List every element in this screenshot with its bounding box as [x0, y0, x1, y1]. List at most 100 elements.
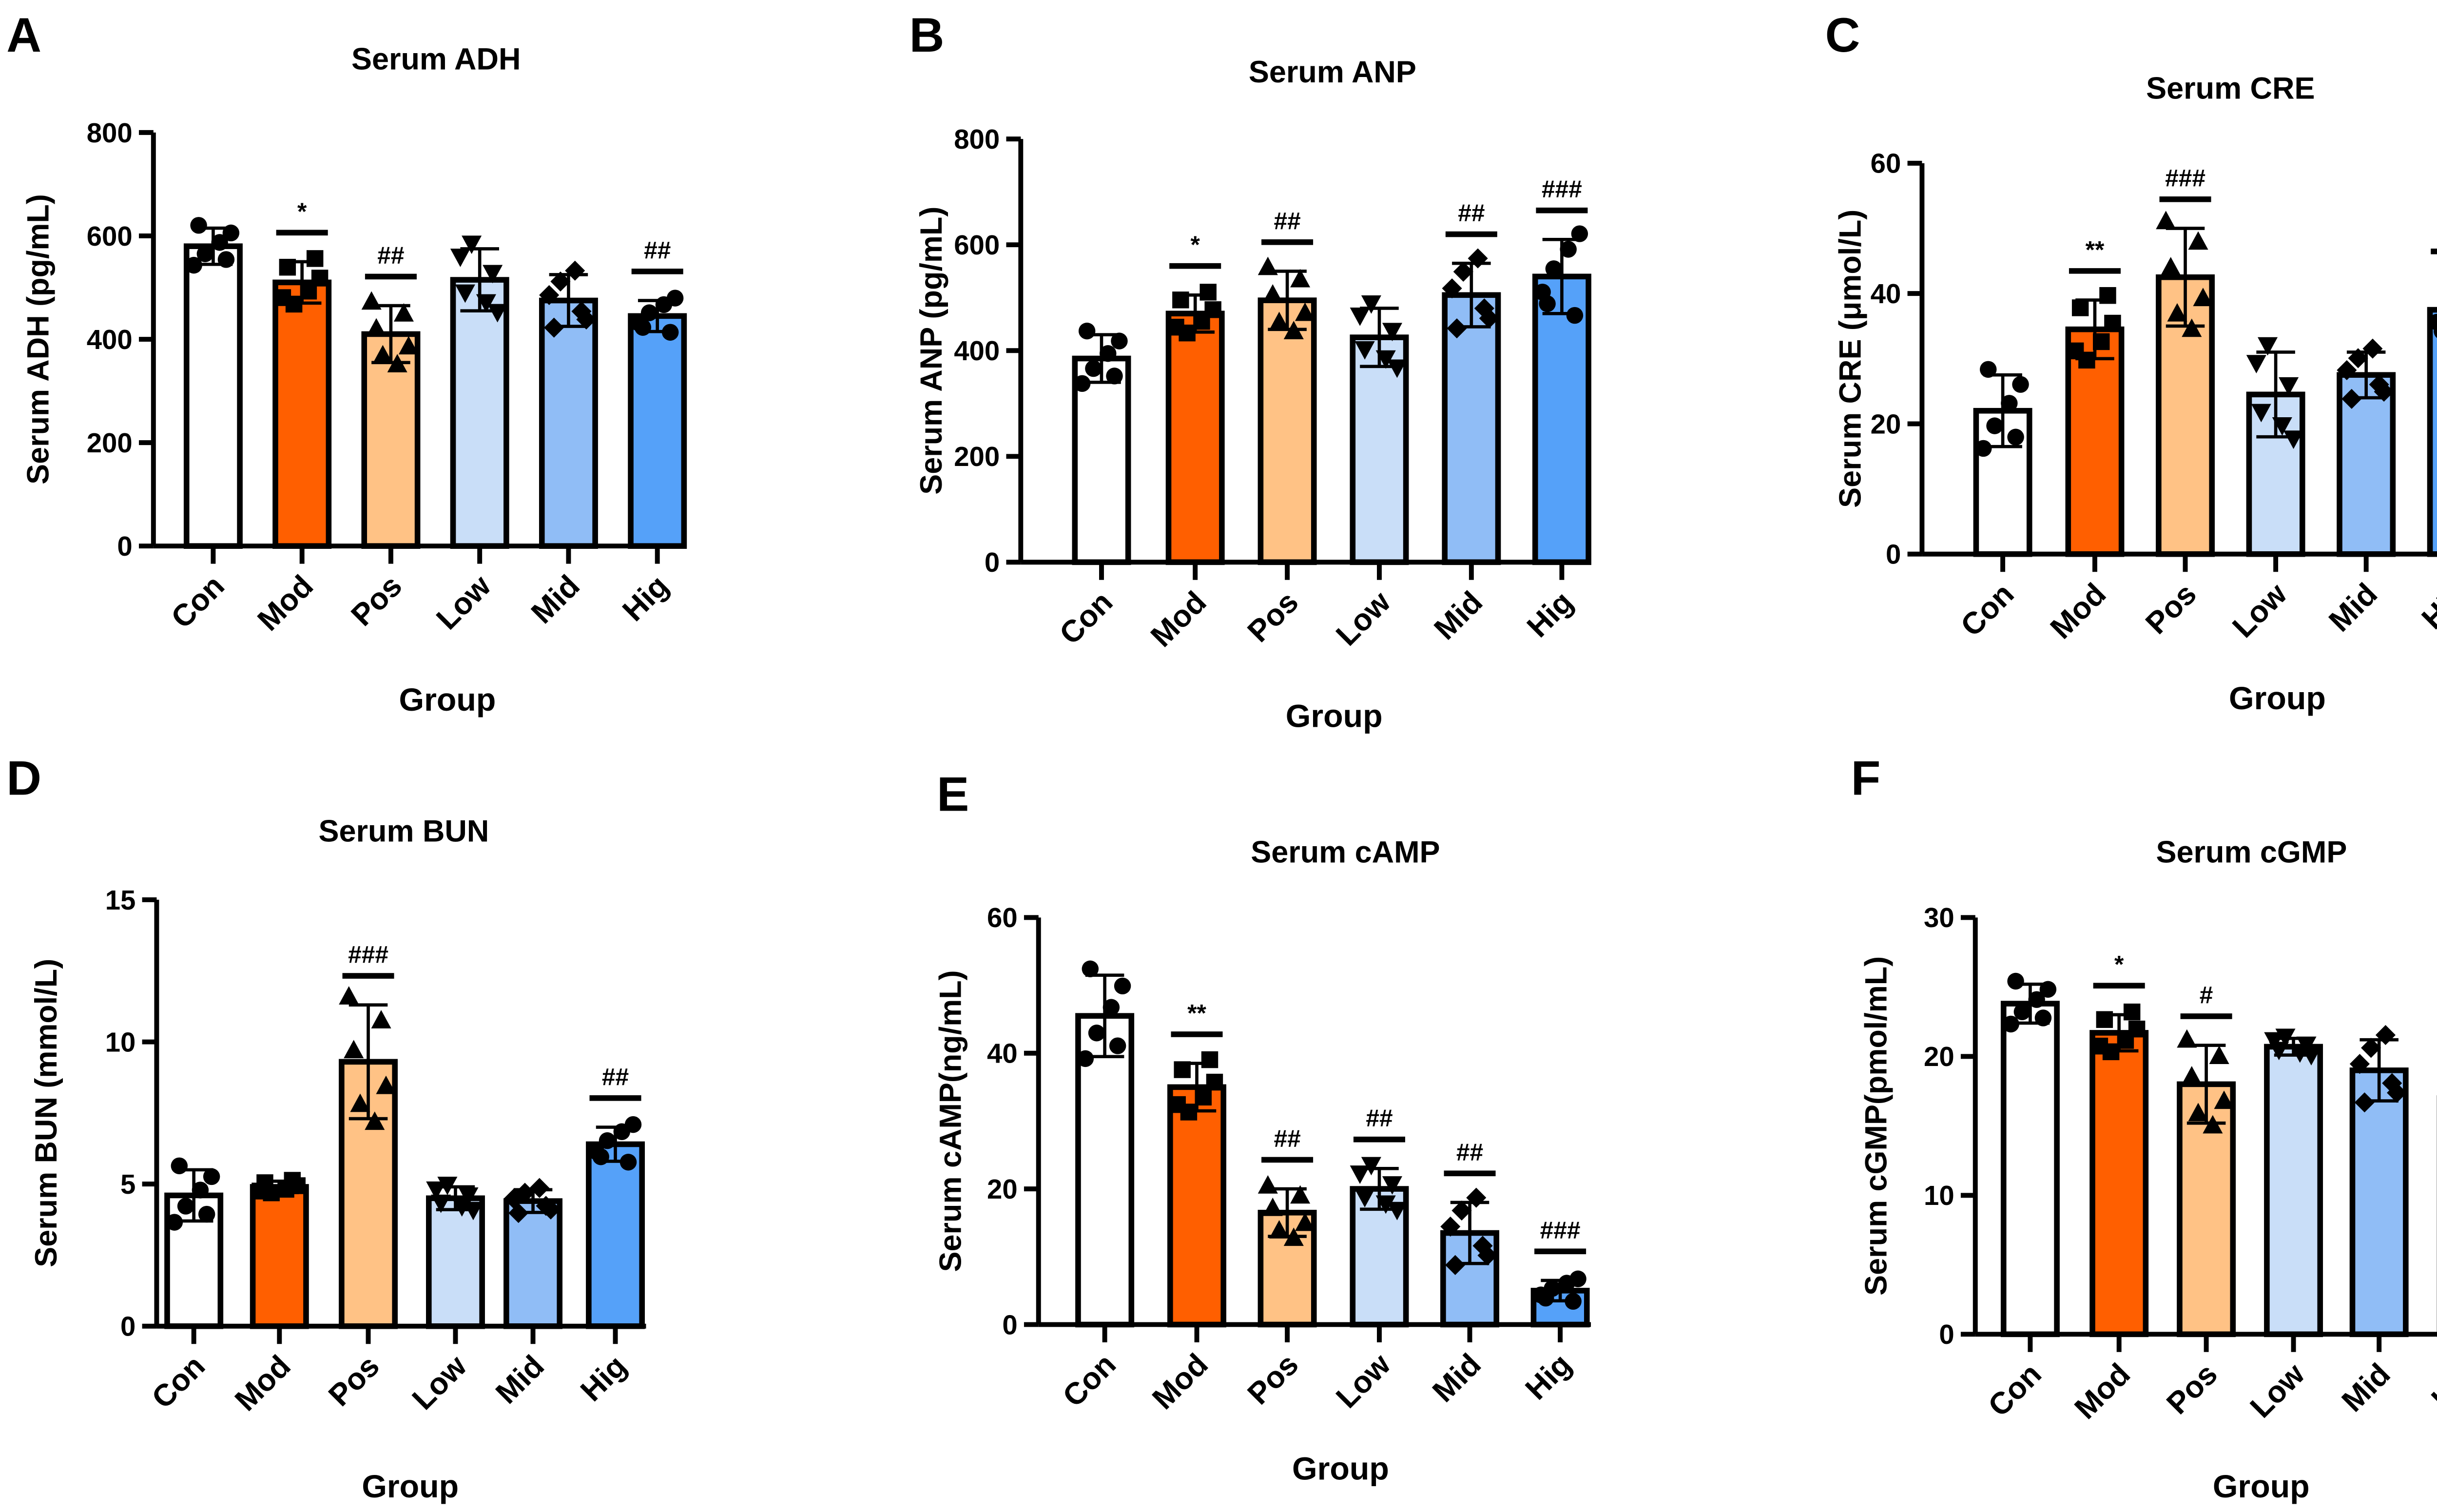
- data-point: [2071, 299, 2089, 316]
- bar-hig: [2427, 307, 2437, 557]
- data-point: [1975, 440, 1992, 457]
- data-point: [458, 1187, 479, 1206]
- data-point: [2177, 1029, 2197, 1048]
- data-point: [634, 319, 652, 336]
- y-tick-label: 400: [954, 335, 1000, 366]
- bar-mid: [2349, 1067, 2409, 1338]
- data-point: [1545, 260, 1563, 277]
- data-point: [2156, 211, 2176, 230]
- bar-low: [2264, 1044, 2323, 1338]
- data-point: [2193, 288, 2213, 307]
- data-point: [1387, 359, 1407, 378]
- y-axis-label: Serum ADH (pg/mL): [21, 194, 55, 485]
- significance-label: ###: [1542, 175, 1582, 203]
- x-tick-label: Con: [1056, 1347, 1122, 1414]
- data-point: [2167, 303, 2187, 322]
- x-axis-label: Group: [1292, 1451, 1389, 1487]
- significance-label: #: [2200, 981, 2213, 1008]
- data-point: [339, 986, 359, 1005]
- data-point: [306, 250, 324, 267]
- x-tick-label: Low: [1330, 1347, 1397, 1415]
- data-point: [487, 304, 508, 323]
- panel-letter: B: [909, 8, 945, 62]
- data-point: [1354, 1189, 1375, 1208]
- data-point: [2387, 1083, 2407, 1103]
- data-point: [1269, 1220, 1290, 1239]
- data-point: [398, 336, 419, 355]
- data-point: [171, 1157, 188, 1175]
- data-point: [640, 304, 658, 321]
- data-point: [2382, 1073, 2402, 1093]
- data-point: [1361, 295, 1381, 314]
- y-axis-label: Serum cGMP(pmol/mL): [1859, 956, 1893, 1296]
- data-point: [2434, 325, 2437, 338]
- data-point: [1109, 1037, 1126, 1054]
- y-axis-label: Serum cAMP(ng/mL): [934, 970, 968, 1272]
- x-tick-label: Mid: [489, 1349, 551, 1410]
- data-point: [503, 1188, 524, 1209]
- data-point: [190, 217, 207, 234]
- x-tick-label: Low: [430, 568, 498, 636]
- panel-a: A Serum ADH Serum ADH (pg/mL) Group 0 200 400 6…: [6, 8, 687, 718]
- y-tick-label: 600: [87, 221, 133, 252]
- data-point: [1106, 368, 1123, 385]
- x-tick-label: Mod: [251, 569, 320, 638]
- data-point: [1468, 248, 1488, 269]
- data-point: [1201, 1051, 1218, 1068]
- data-point: [1078, 322, 1096, 340]
- data-point: [1479, 308, 1499, 329]
- data-point: [198, 1205, 215, 1223]
- significance-label: ##: [1458, 199, 1485, 227]
- chart-title: Serum cGMP: [2156, 835, 2347, 870]
- data-point: [1387, 1202, 1407, 1221]
- data-point: [393, 303, 414, 322]
- y-tick-label: 20: [1871, 408, 1901, 439]
- data-point: [2209, 1046, 2229, 1064]
- x-tick-label: Pos: [322, 1349, 386, 1413]
- data-point: [1199, 284, 1217, 301]
- data-point: [1560, 241, 1577, 258]
- y-tick-label: 0: [1002, 1309, 1017, 1340]
- data-point: [2123, 1003, 2141, 1021]
- x-axis-label: Group: [399, 682, 496, 718]
- bar-con: [1075, 1013, 1135, 1328]
- significance-label: ##: [602, 1063, 629, 1090]
- data-point: [462, 235, 482, 254]
- panel-letter: F: [1851, 752, 1881, 806]
- data-point: [1382, 323, 1403, 342]
- y-tick-label: 0: [1939, 1319, 1954, 1350]
- x-tick-label: Mid: [1426, 1347, 1488, 1409]
- data-point: [1204, 301, 1221, 318]
- bar-mod: [1165, 310, 1225, 565]
- data-point: [1354, 341, 1375, 360]
- data-point: [2012, 376, 2029, 393]
- data-point: [2369, 374, 2389, 395]
- y-axis-label: Serum CRE (μmol/L): [1833, 210, 1867, 508]
- data-point: [372, 345, 393, 364]
- data-point: [366, 318, 387, 337]
- significance-label: ###: [1540, 1217, 1581, 1244]
- data-point: [1262, 284, 1283, 303]
- data-point: [1986, 417, 2003, 434]
- y-axis-label: Serum BUN (mmol/L): [29, 959, 63, 1267]
- panel-f: F Serum cGMP Serum cGMP(pmol/mL) Group 0 10 20…: [1851, 752, 2437, 1505]
- significance-label: ##: [1274, 1125, 1300, 1152]
- significance-label: **: [2086, 236, 2105, 263]
- data-point: [2246, 355, 2266, 374]
- data-point: [376, 1075, 396, 1094]
- data-point: [1566, 307, 1584, 324]
- x-tick-label: Hig: [574, 1349, 633, 1408]
- data-point: [2257, 337, 2278, 356]
- data-point: [624, 1116, 642, 1133]
- panel-c: C Serum CRE Serum CRE (μmol/L) Group 0 20 40 60…: [1825, 8, 2437, 717]
- significance-label: ##: [1366, 1105, 1393, 1132]
- x-axis-label: Group: [2229, 680, 2326, 717]
- x-tick-label: Pos: [2139, 577, 2203, 640]
- data-point: [1206, 1073, 1223, 1091]
- data-point: [529, 1178, 550, 1198]
- y-tick-label: 20: [1924, 1041, 1954, 1072]
- y-tick-label: 0: [120, 1311, 135, 1342]
- bar-pos: [2177, 1081, 2236, 1338]
- data-point: [2337, 360, 2357, 380]
- y-axis-label: Serum ANP (pg/mL): [914, 207, 948, 495]
